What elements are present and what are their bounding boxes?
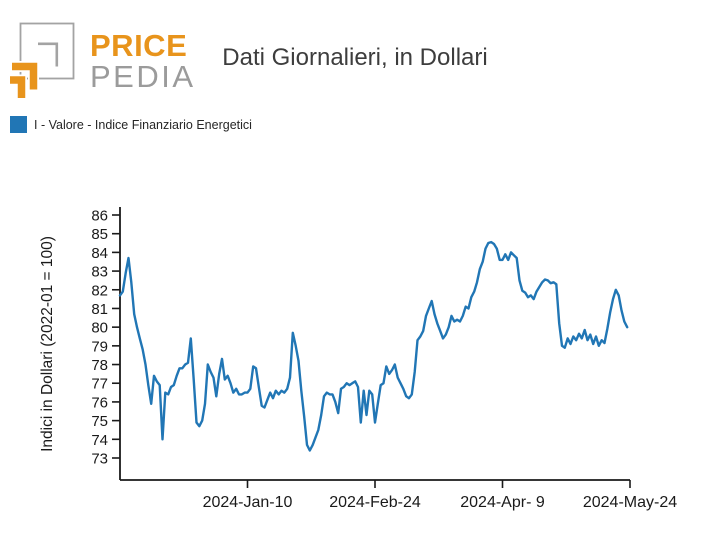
x-tick-label: 2024-Feb-24 xyxy=(329,494,421,511)
legend-swatch xyxy=(10,116,27,133)
chart-legend: I - Valore - Indice Finanziario Energeti… xyxy=(10,116,252,133)
logo-text-price: PRICE xyxy=(90,28,188,63)
logo-text-pedia: PEDIA xyxy=(90,59,196,94)
y-tick-label: 74 xyxy=(91,432,108,449)
logo-orange-bracket-inner xyxy=(10,76,26,98)
legend-label: I - Valore - Indice Finanziario Energeti… xyxy=(34,117,252,132)
y-tick-label: 82 xyxy=(91,282,108,299)
logo-gray-bracket xyxy=(38,42,59,67)
y-tick-label: 84 xyxy=(91,245,108,262)
x-tick-label: 2024-Apr- 9 xyxy=(460,494,545,511)
x-tick-label: 2024-May-24 xyxy=(583,494,677,511)
y-tick-label: 86 xyxy=(91,208,108,225)
y-tick-label: 76 xyxy=(91,394,108,411)
y-tick-label: 77 xyxy=(91,376,108,393)
price-index-series-line xyxy=(118,240,629,452)
y-tick-label: 78 xyxy=(91,357,108,374)
page-title: Dati Giornalieri, in Dollari xyxy=(222,44,488,71)
pricepedia-logo-icon xyxy=(10,22,75,98)
y-tick-label: 83 xyxy=(91,264,108,281)
logo-orange-bracket-outer xyxy=(12,62,38,90)
x-tick-label: 2024-Jan-10 xyxy=(203,494,293,511)
y-tick-label: 81 xyxy=(91,301,108,318)
logo-square-outline xyxy=(19,22,75,80)
logo-wordmark: PRICE PEDIA xyxy=(90,30,196,92)
y-axis-title: Indici in Dollari (2022-01 = 100) xyxy=(39,236,56,452)
y-tick-label: 80 xyxy=(91,320,108,337)
pricepedia-logo: PRICE PEDIA xyxy=(10,10,196,98)
y-tick-label: 75 xyxy=(91,413,108,430)
y-tick-label: 79 xyxy=(91,338,108,355)
y-tick-label: 85 xyxy=(91,226,108,243)
y-tick-label: 73 xyxy=(91,451,108,468)
